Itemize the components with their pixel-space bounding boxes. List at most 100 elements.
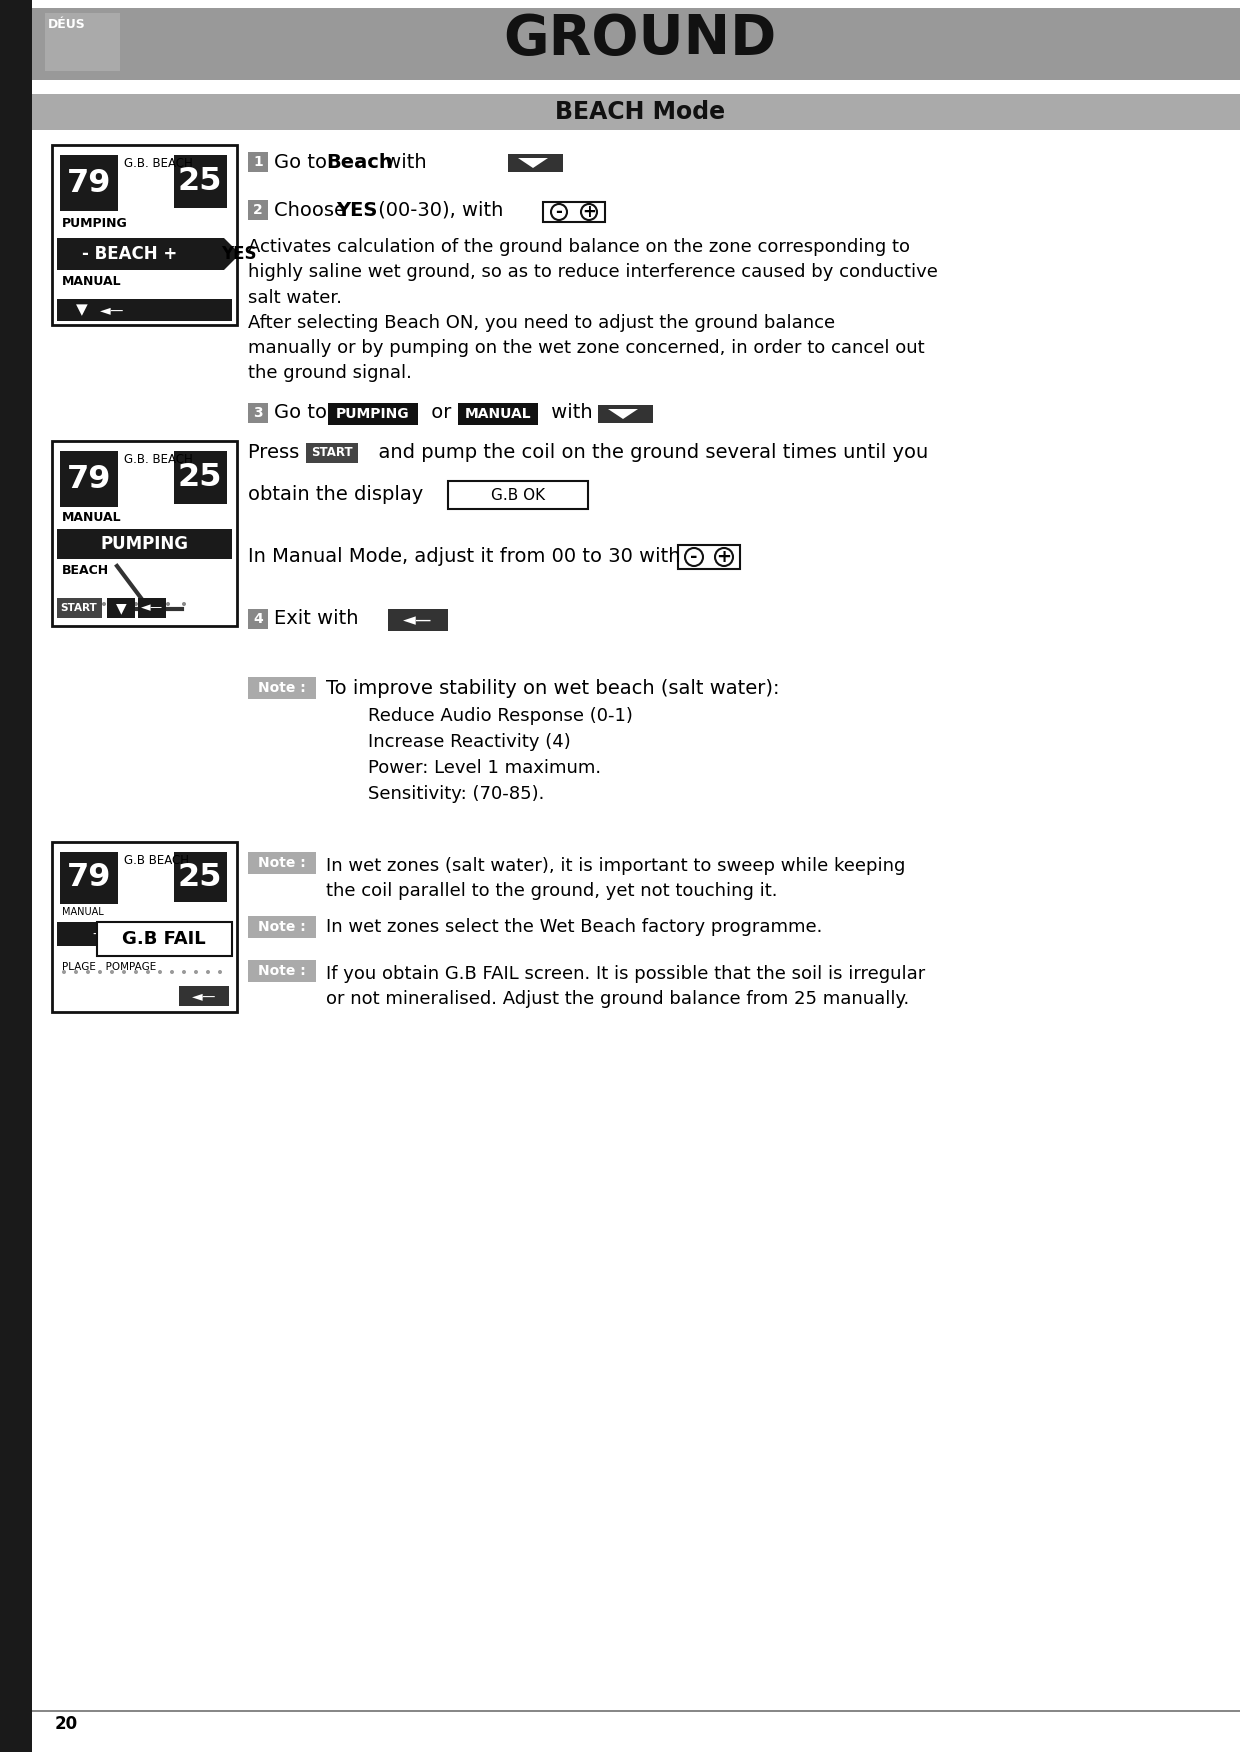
Bar <box>248 916 316 937</box>
Text: 2: 2 <box>253 203 263 217</box>
Circle shape <box>684 548 703 566</box>
Text: 25: 25 <box>177 862 222 892</box>
Text: and pump the coil on the ground several times until you: and pump the coil on the ground several … <box>366 443 929 463</box>
Circle shape <box>62 971 66 974</box>
Bar <box>32 95 1240 130</box>
Bar <box>52 145 237 326</box>
Bar <box>248 200 268 221</box>
Polygon shape <box>224 238 241 270</box>
Text: ▼: ▼ <box>76 303 88 317</box>
Text: Increase Reactivity (4): Increase Reactivity (4) <box>368 732 570 752</box>
Text: 79: 79 <box>67 168 112 198</box>
Bar <box>45 12 120 72</box>
Text: obtain the display: obtain the display <box>248 485 423 505</box>
Polygon shape <box>608 408 639 419</box>
Text: START: START <box>311 447 353 459</box>
Circle shape <box>150 603 154 606</box>
Bar <box>57 529 232 559</box>
Text: (00-30), with: (00-30), with <box>372 200 503 219</box>
Circle shape <box>110 971 114 974</box>
Text: ▼: ▼ <box>115 601 126 615</box>
Text: ◄—: ◄— <box>403 611 433 629</box>
Bar <box>248 403 268 422</box>
Bar <box>60 154 118 210</box>
Text: - BEACH +: - BEACH + <box>82 245 177 263</box>
Text: 79: 79 <box>67 464 112 494</box>
Text: Note :: Note : <box>258 920 306 934</box>
Text: with: with <box>379 152 427 172</box>
Text: 25: 25 <box>177 165 222 196</box>
Circle shape <box>551 203 567 221</box>
Text: 79: 79 <box>67 862 112 894</box>
Bar <box>508 154 563 172</box>
Text: PUMPING: PUMPING <box>336 406 409 420</box>
Text: Note :: Note : <box>258 682 306 696</box>
Text: Activates calculation of the ground balance on the zone corresponding to
highly : Activates calculation of the ground bala… <box>248 238 937 382</box>
Text: Power: Level 1 maximum.: Power: Level 1 maximum. <box>368 759 601 776</box>
Text: To improve stability on wet beach (salt water):: To improve stability on wet beach (salt … <box>326 678 780 697</box>
Text: G.B. BEACH: G.B. BEACH <box>124 454 192 466</box>
Text: with: with <box>546 403 593 422</box>
Text: MANUAL: MANUAL <box>62 512 122 524</box>
Bar <box>0 0 32 1752</box>
Text: 20: 20 <box>55 1715 78 1733</box>
Circle shape <box>170 971 174 974</box>
Bar <box>248 676 316 699</box>
Circle shape <box>134 603 138 606</box>
Text: Beach: Beach <box>326 152 393 172</box>
Text: ◄—: ◄— <box>141 601 164 615</box>
Text: Press: Press <box>248 443 311 463</box>
Bar <box>329 403 418 426</box>
Text: MANUAL: MANUAL <box>62 908 104 916</box>
Bar <box>97 922 232 957</box>
Text: START: START <box>61 603 98 613</box>
Bar <box>543 201 605 223</box>
Text: +: + <box>717 548 732 566</box>
Circle shape <box>193 971 198 974</box>
Circle shape <box>102 603 105 606</box>
Text: YES: YES <box>336 200 377 219</box>
Text: G.B. BEACH: G.B. BEACH <box>124 158 192 170</box>
Bar <box>57 922 149 946</box>
Bar <box>174 154 227 208</box>
Text: MANUAL: MANUAL <box>62 275 122 287</box>
Circle shape <box>118 603 122 606</box>
Circle shape <box>74 971 78 974</box>
Text: 1: 1 <box>253 154 263 168</box>
Bar <box>458 403 538 426</box>
Bar <box>57 238 224 270</box>
Text: YES: YES <box>221 245 257 263</box>
Circle shape <box>98 971 102 974</box>
Circle shape <box>146 971 150 974</box>
Bar <box>57 300 232 321</box>
Text: Choose: Choose <box>274 200 352 219</box>
Text: +: + <box>582 203 596 221</box>
Bar <box>248 610 268 629</box>
Circle shape <box>582 203 596 221</box>
Bar <box>32 1710 1240 1712</box>
Text: -: - <box>691 548 698 566</box>
Bar <box>248 960 316 983</box>
Circle shape <box>166 603 170 606</box>
Text: ◄—: ◄— <box>99 303 124 317</box>
Text: PLAGE   POMPAGE: PLAGE POMPAGE <box>62 962 156 972</box>
Bar <box>32 9 1240 81</box>
Text: In Manual Mode, adjust it from 00 to 30 with: In Manual Mode, adjust it from 00 to 30 … <box>248 547 681 566</box>
Bar <box>174 450 227 505</box>
Bar <box>107 597 135 618</box>
Bar <box>179 986 229 1006</box>
Text: Note :: Note : <box>258 964 306 978</box>
Circle shape <box>206 971 210 974</box>
Bar <box>57 597 102 618</box>
Bar <box>52 843 237 1013</box>
Bar <box>32 81 1240 95</box>
Text: or: or <box>425 403 458 422</box>
Bar <box>306 443 358 463</box>
Text: PUMPING: PUMPING <box>100 534 188 554</box>
Text: Reduce Audio Response (0-1): Reduce Audio Response (0-1) <box>368 708 632 725</box>
Circle shape <box>69 603 74 606</box>
Circle shape <box>218 971 222 974</box>
Text: ◄—: ◄— <box>192 988 216 1002</box>
Circle shape <box>86 971 91 974</box>
Bar <box>248 851 316 874</box>
